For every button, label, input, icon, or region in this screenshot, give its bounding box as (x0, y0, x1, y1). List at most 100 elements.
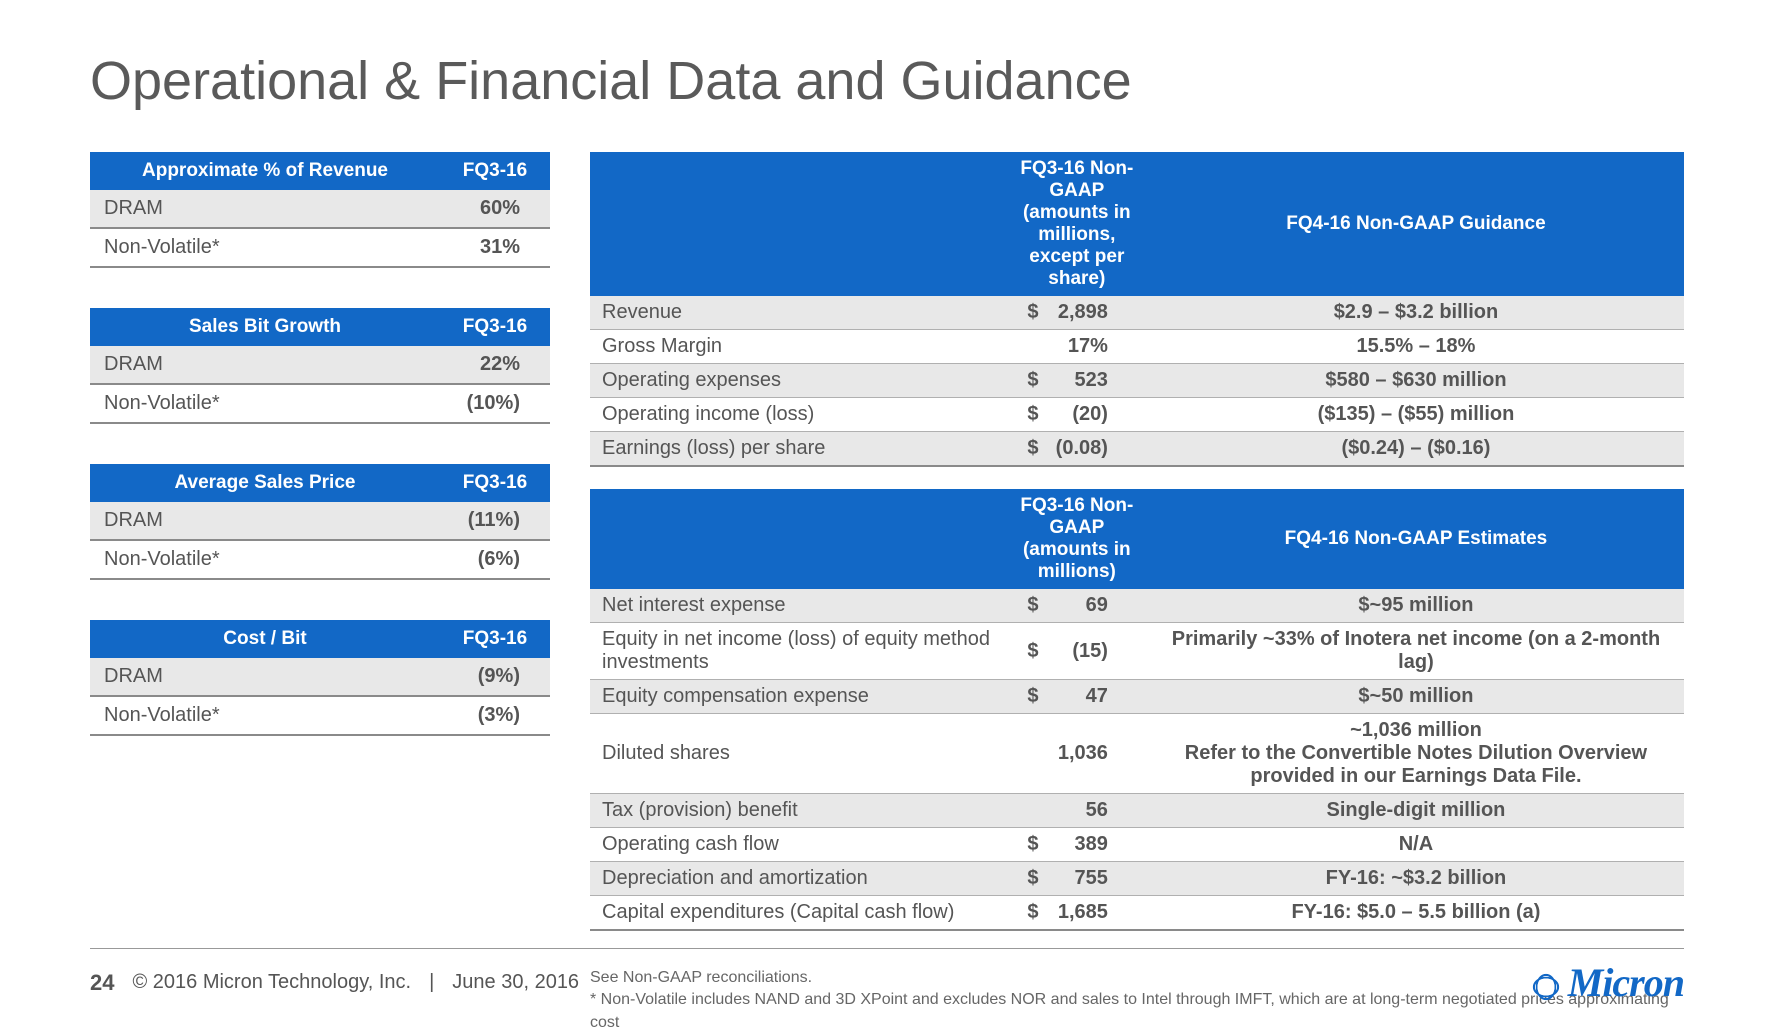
row-label: Net interest expense (590, 589, 1006, 623)
row-guidance: FY-16: $5.0 – 5.5 billion (a) (1148, 896, 1684, 931)
row-guidance: $2.9 – $3.2 billion (1148, 296, 1684, 330)
row-dollar: $ (1006, 398, 1039, 432)
small-table: Approximate % of RevenueFQ3-16DRAM60%Non… (90, 152, 550, 268)
page-number: 24 (90, 970, 114, 996)
table-row: Non-Volatile*31% (90, 228, 550, 267)
row-value: 523 (1039, 364, 1148, 398)
table-row: Non-Volatile*(6%) (90, 540, 550, 579)
row-label: Capital expenditures (Capital cash flow) (590, 896, 1006, 931)
table-row: Earnings (loss) per share$(0.08)($0.24) … (590, 432, 1684, 467)
row-guidance: FY-16: ~$3.2 billion (1148, 862, 1684, 896)
table-row: DRAM(11%) (90, 502, 550, 540)
row-label: Operating cash flow (590, 828, 1006, 862)
table-row: Non-Volatile*(3%) (90, 696, 550, 735)
table-row: Net interest expense$69$~95 million (590, 589, 1684, 623)
col-header-blank (590, 152, 1006, 296)
copyright: © 2016 Micron Technology, Inc. (132, 971, 411, 994)
col-header-actual: FQ3-16 Non-GAAP (amounts in millions) (1006, 489, 1148, 589)
small-table: Average Sales PriceFQ3-16DRAM(11%)Non-Vo… (90, 464, 550, 580)
logo-text: Micron (1568, 960, 1684, 1005)
row-value: 22% (440, 346, 550, 384)
row-value: (15) (1039, 623, 1148, 680)
table-header-period: FQ3-16 (440, 152, 550, 190)
table-header-title: Approximate % of Revenue (90, 152, 440, 190)
row-value: (9%) (440, 658, 550, 696)
row-label: Revenue (590, 296, 1006, 330)
col-header-guidance: FQ4-16 Non-GAAP Estimates (1148, 489, 1684, 589)
row-label: DRAM (90, 346, 440, 384)
row-guidance: $~95 million (1148, 589, 1684, 623)
micron-logo: Micron (1528, 959, 1684, 1006)
row-dollar (1006, 330, 1039, 364)
row-dollar: $ (1006, 896, 1039, 931)
row-label: Equity in net income (loss) of equity me… (590, 623, 1006, 680)
row-guidance: ($135) – ($55) million (1148, 398, 1684, 432)
row-guidance: Single-digit million (1148, 794, 1684, 828)
table-row: DRAM22% (90, 346, 550, 384)
row-guidance: $580 – $630 million (1148, 364, 1684, 398)
row-dollar: $ (1006, 589, 1039, 623)
footer-sep: | (429, 971, 434, 994)
table-header-title: Cost / Bit (90, 620, 440, 658)
row-value: 17% (1039, 330, 1148, 364)
row-guidance: Primarily ~33% of Inotera net income (on… (1148, 623, 1684, 680)
row-label: Operating expenses (590, 364, 1006, 398)
table-row: DRAM(9%) (90, 658, 550, 696)
col-header-actual: FQ3-16 Non-GAAP (amounts in millions, ex… (1006, 152, 1148, 296)
col-header-blank (590, 489, 1006, 589)
row-value: 69 (1039, 589, 1148, 623)
col-header-guidance: FQ4-16 Non-GAAP Guidance (1148, 152, 1684, 296)
row-dollar: $ (1006, 364, 1039, 398)
table-header-row: FQ3-16 Non-GAAP (amounts in millions, ex… (590, 152, 1684, 296)
row-dollar (1006, 794, 1039, 828)
row-guidance: 15.5% – 18% (1148, 330, 1684, 364)
estimates-table: FQ3-16 Non-GAAP (amounts in millions)FQ4… (590, 489, 1684, 931)
table-header-title: Average Sales Price (90, 464, 440, 502)
row-dollar: $ (1006, 296, 1039, 330)
right-column: FQ3-16 Non-GAAP (amounts in millions, ex… (590, 152, 1684, 1036)
row-label: Non-Volatile* (90, 228, 440, 267)
row-value: 60% (440, 190, 550, 228)
row-dollar (1006, 714, 1039, 794)
row-value: 755 (1039, 862, 1148, 896)
table-row: Depreciation and amortization$755FY-16: … (590, 862, 1684, 896)
table-row: Tax (provision) benefit 56Single-digit mi… (590, 794, 1684, 828)
row-dollar: $ (1006, 623, 1039, 680)
row-value: (0.08) (1039, 432, 1148, 467)
row-value: 2,898 (1039, 296, 1148, 330)
footer-left: 24 © 2016 Micron Technology, Inc. | June… (90, 970, 579, 996)
row-dollar: $ (1006, 432, 1039, 467)
row-guidance: N/A (1148, 828, 1684, 862)
row-value: 56 (1039, 794, 1148, 828)
row-value: (3%) (440, 696, 550, 735)
row-label: Non-Volatile* (90, 540, 440, 579)
row-dollar: $ (1006, 828, 1039, 862)
row-label: DRAM (90, 658, 440, 696)
content-area: Approximate % of RevenueFQ3-16DRAM60%Non… (90, 152, 1684, 1036)
table-row: Operating expenses$523$580 – $630 millio… (590, 364, 1684, 398)
table-row: Operating income (loss)$(20)($135) – ($5… (590, 398, 1684, 432)
row-label: Non-Volatile* (90, 696, 440, 735)
row-value: 1,685 (1039, 896, 1148, 931)
slide: Operational & Financial Data and Guidanc… (0, 0, 1774, 1036)
table-row: Gross Margin 17%15.5% – 18% (590, 330, 1684, 364)
row-value: (10%) (440, 384, 550, 423)
row-value: 31% (440, 228, 550, 267)
row-label: Operating income (loss) (590, 398, 1006, 432)
row-label: Diluted shares (590, 714, 1006, 794)
guidance-table: FQ3-16 Non-GAAP (amounts in millions, ex… (590, 152, 1684, 467)
table-row: Equity compensation expense$47$~50 milli… (590, 680, 1684, 714)
small-table: Cost / BitFQ3-16DRAM(9%)Non-Volatile*(3%… (90, 620, 550, 736)
row-value: (11%) (440, 502, 550, 540)
table-row: Operating cash flow$389N/A (590, 828, 1684, 862)
row-guidance: ~1,036 million Refer to the Convertible … (1148, 714, 1684, 794)
table-row: Non-Volatile*(10%) (90, 384, 550, 423)
row-label: Tax (provision) benefit (590, 794, 1006, 828)
row-value: (6%) (440, 540, 550, 579)
row-label: Equity compensation expense (590, 680, 1006, 714)
row-dollar: $ (1006, 680, 1039, 714)
footer-date: June 30, 2016 (452, 971, 579, 994)
table-row: Revenue$2,898$2.9 – $3.2 billion (590, 296, 1684, 330)
row-value: (20) (1039, 398, 1148, 432)
row-label: Gross Margin (590, 330, 1006, 364)
